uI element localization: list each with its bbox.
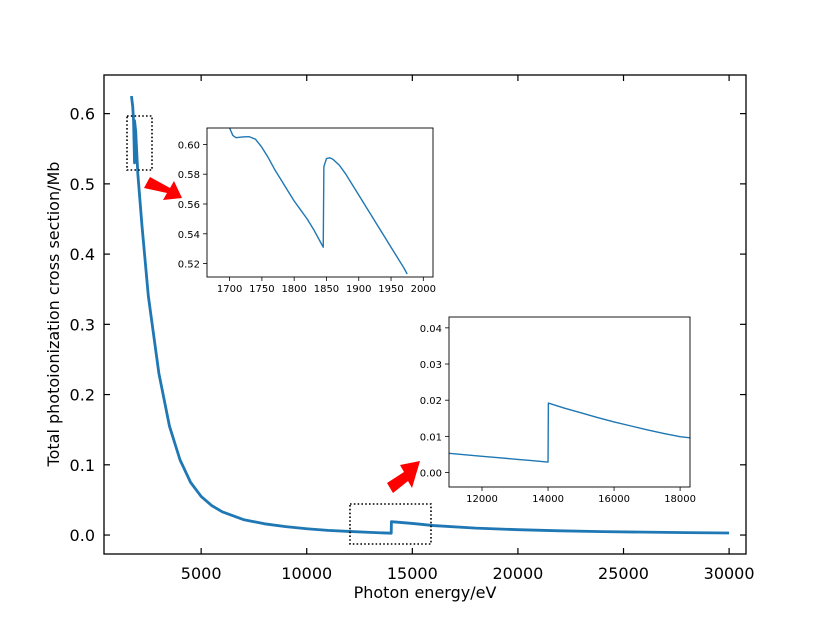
inset-top-series-line [228, 127, 408, 275]
x-tick-label: 5000 [181, 564, 222, 583]
y-tick-label: 0.2 [70, 386, 95, 405]
y-tick-label: 0.01 [420, 432, 442, 443]
x-tick-label: 15000 [387, 564, 438, 583]
x-tick-label: 12000 [466, 494, 498, 505]
x-axis-label: Photon energy/eV [354, 583, 497, 602]
main-tick-labels: 5000 10000 15000 20000 25000 30000 0.0 0.1 0.2 0.… [70, 105, 755, 583]
y-tick-label: 0.04 [420, 324, 442, 335]
inset-top-tick-labels: 1700 1750 1800 1850 1900 1950 2000 0.52 0.54 0.56… [178, 140, 436, 295]
x-tick-label: 1900 [346, 284, 371, 295]
inset-top-ticks [203, 143, 424, 281]
y-tick-label: 0.1 [70, 456, 95, 475]
y-tick-label: 0.6 [70, 105, 95, 124]
zoom-region-box-1 [126, 115, 153, 171]
inset-bottom-ticks [445, 327, 681, 491]
y-tick-label: 0.56 [178, 200, 200, 211]
x-tick-label: 1750 [249, 284, 274, 295]
arrow-icon [387, 461, 420, 493]
y-tick-label: 0.03 [420, 360, 442, 371]
main-ticks [104, 75, 746, 554]
x-tick-label: 10000 [281, 564, 332, 583]
zoom-region-box-2 [349, 503, 432, 545]
x-tick-label: 1850 [314, 284, 339, 295]
x-tick-label: 1950 [378, 284, 403, 295]
x-tick-label: 14000 [532, 494, 564, 505]
y-tick-label: 0.3 [70, 315, 95, 334]
x-tick-label: 2000 [411, 284, 436, 295]
x-tick-label: 1700 [217, 284, 242, 295]
main-axes-frame [103, 74, 747, 555]
x-tick-label: 18000 [664, 494, 696, 505]
y-tick-label: 0.02 [420, 396, 442, 407]
main-axes: 5000 10000 15000 20000 25000 30000 0.0 0.1 0.2 0.… [44, 74, 755, 602]
y-tick-label: 0.4 [70, 245, 95, 264]
y-tick-label: 0.00 [420, 469, 442, 480]
x-tick-label: 16000 [598, 494, 630, 505]
inset-bottom-series-line [448, 402, 691, 463]
inset-top-frame [206, 127, 434, 278]
y-tick-label: 0.0 [70, 526, 95, 545]
inset-axes-bottom: 12000 14000 16000 18000 0.00 0.01 0.02 0.03 0.04 [420, 316, 696, 505]
y-axis-label: Total photoionization cross section/Mb [44, 162, 63, 468]
y-tick-label: 0.60 [178, 140, 200, 151]
inset-bottom-tick-labels: 12000 14000 16000 18000 0.00 0.01 0.02 0.03 0.04 [420, 324, 696, 505]
y-tick-label: 0.58 [178, 170, 200, 181]
x-tick-label: 30000 [704, 564, 755, 583]
inset-bottom-frame [448, 316, 691, 488]
inset-axes-top: 1700 1750 1800 1850 1900 1950 2000 0.52 0.54 0.56… [178, 127, 436, 295]
x-tick-label: 20000 [492, 564, 543, 583]
y-tick-label: 0.5 [70, 175, 95, 194]
main-series-line [130, 95, 730, 535]
y-tick-label: 0.54 [178, 230, 200, 241]
x-tick-label: 1800 [281, 284, 306, 295]
arrow-icon [144, 177, 182, 200]
x-tick-label: 25000 [598, 564, 649, 583]
y-tick-label: 0.52 [178, 260, 200, 271]
